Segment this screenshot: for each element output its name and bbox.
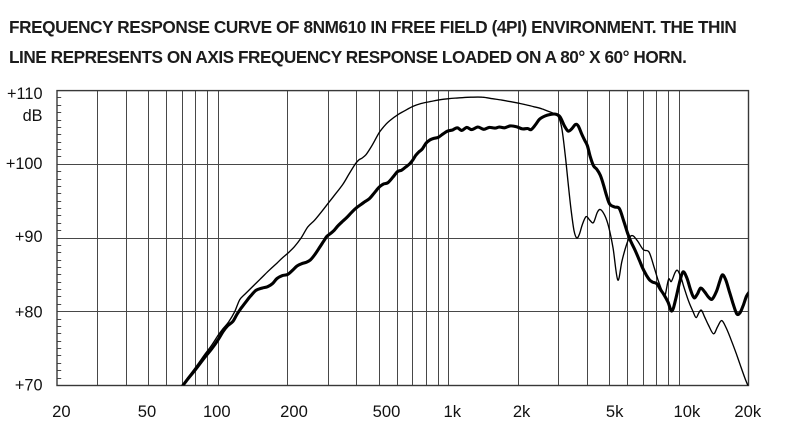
svg-text:dB: dB [23,107,43,125]
svg-text:100: 100 [203,402,231,421]
svg-text:2k: 2k [513,402,531,421]
svg-text:+90: +90 [15,228,43,246]
svg-text:500: 500 [373,402,401,421]
svg-text:+100: +100 [6,155,43,173]
svg-text:1k: 1k [444,402,462,421]
svg-text:10k: 10k [674,402,701,421]
svg-text:50: 50 [138,402,156,421]
svg-text:+80: +80 [15,304,43,322]
svg-text:+70: +70 [15,377,43,395]
svg-text:5k: 5k [606,402,624,421]
svg-text:20: 20 [52,402,70,421]
svg-text:200: 200 [280,402,308,421]
svg-text:+110: +110 [7,85,42,103]
svg-text:20k: 20k [734,402,761,421]
